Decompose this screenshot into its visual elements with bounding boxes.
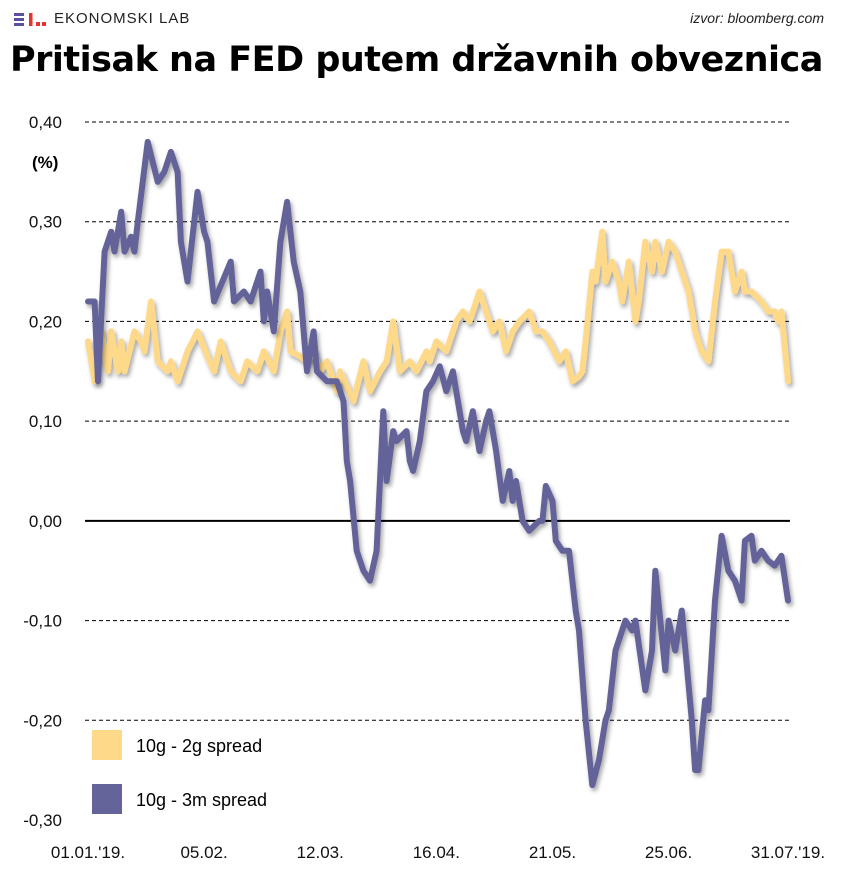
x-tick-label: 31.07.'19. — [751, 843, 825, 862]
y-axis-label: (%) — [32, 153, 58, 172]
y-tick-label: -0,10 — [23, 612, 62, 631]
y-tick-label: -0,20 — [23, 711, 62, 730]
x-tick-label: 25.06. — [645, 843, 692, 862]
logo-text: EKONOMSKI LAB — [54, 10, 191, 27]
x-tick-label: 16.04. — [413, 843, 460, 862]
y-tick-label: 0,20 — [29, 312, 62, 331]
x-tick-label: 12.03. — [297, 843, 344, 862]
legend-swatch-yellow — [92, 730, 122, 760]
x-tick-label: 01.01.'19. — [51, 843, 125, 862]
logo: EKONOMSKI LAB — [14, 10, 190, 27]
chart-title: Pritisak na FED putem državnih obveznica — [10, 40, 823, 80]
legend: 10g - 2g spread 10g - 3m spread — [92, 730, 267, 814]
x-tick-label: 21.05. — [529, 843, 576, 862]
series-line-10g-3m — [85, 138, 791, 789]
legend-label: 10g - 2g spread — [136, 736, 262, 756]
legend-label: 10g - 3m spread — [136, 790, 267, 810]
y-tick-label: 0,00 — [29, 512, 62, 531]
legend-swatch-blue — [92, 784, 122, 814]
x-tick-label: 05.02. — [180, 843, 227, 862]
y-tick-label: 0,30 — [29, 213, 62, 232]
source-note: izvor: bloomberg.com — [690, 10, 824, 26]
y-tick-label: 0,10 — [29, 412, 62, 431]
logo-mark-icon — [14, 12, 46, 26]
series-line-10g-2g — [85, 228, 791, 405]
y-tick-label: 0,40 — [29, 113, 62, 132]
y-tick-label: -0,30 — [23, 811, 62, 830]
